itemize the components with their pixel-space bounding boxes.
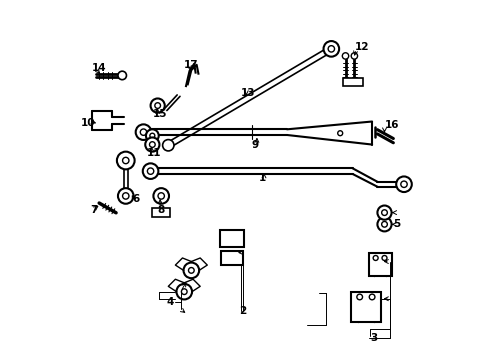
Bar bbox=[219, 230, 244, 247]
Circle shape bbox=[140, 129, 146, 135]
Circle shape bbox=[377, 206, 391, 220]
Circle shape bbox=[372, 256, 377, 260]
Circle shape bbox=[163, 140, 174, 151]
Text: 10: 10 bbox=[81, 118, 95, 128]
Circle shape bbox=[181, 289, 187, 294]
Circle shape bbox=[149, 133, 155, 138]
Circle shape bbox=[381, 221, 386, 227]
Circle shape bbox=[323, 41, 339, 57]
Circle shape bbox=[368, 294, 374, 300]
Circle shape bbox=[381, 210, 386, 215]
Circle shape bbox=[149, 142, 155, 147]
Text: 8: 8 bbox=[157, 205, 164, 215]
Circle shape bbox=[350, 53, 357, 59]
Circle shape bbox=[377, 217, 391, 231]
Text: 12: 12 bbox=[354, 42, 368, 52]
Circle shape bbox=[150, 99, 164, 113]
Bar bbox=[342, 78, 363, 86]
Circle shape bbox=[176, 284, 192, 300]
Text: 15: 15 bbox=[152, 109, 166, 120]
Circle shape bbox=[183, 262, 199, 278]
Text: 3: 3 bbox=[369, 333, 377, 343]
Circle shape bbox=[122, 157, 129, 164]
Bar bbox=[368, 253, 391, 276]
Circle shape bbox=[135, 124, 151, 140]
Circle shape bbox=[356, 294, 362, 300]
Circle shape bbox=[117, 152, 134, 169]
Circle shape bbox=[118, 188, 133, 204]
Circle shape bbox=[153, 188, 169, 204]
Circle shape bbox=[327, 46, 334, 52]
Text: 13: 13 bbox=[241, 88, 255, 98]
Text: 7: 7 bbox=[90, 205, 98, 215]
Circle shape bbox=[155, 103, 160, 108]
Circle shape bbox=[118, 71, 126, 80]
Text: 9: 9 bbox=[251, 140, 258, 149]
Circle shape bbox=[400, 181, 407, 188]
Circle shape bbox=[188, 267, 194, 273]
Bar bbox=[221, 251, 242, 265]
Text: 5: 5 bbox=[392, 219, 400, 229]
Text: 11: 11 bbox=[147, 148, 161, 158]
Text: 14: 14 bbox=[92, 63, 106, 73]
Text: 16: 16 bbox=[384, 120, 398, 130]
Circle shape bbox=[337, 131, 342, 136]
Text: 6: 6 bbox=[133, 194, 140, 204]
Text: 17: 17 bbox=[184, 60, 199, 70]
Text: 2: 2 bbox=[239, 306, 246, 316]
Circle shape bbox=[142, 163, 158, 179]
Circle shape bbox=[381, 256, 386, 260]
Circle shape bbox=[342, 53, 348, 59]
Circle shape bbox=[158, 193, 164, 199]
Circle shape bbox=[145, 138, 159, 152]
Circle shape bbox=[147, 168, 153, 174]
Circle shape bbox=[395, 176, 411, 192]
Bar bbox=[350, 292, 380, 322]
Bar bbox=[152, 208, 170, 217]
Text: 4: 4 bbox=[166, 297, 174, 307]
Text: 1: 1 bbox=[258, 173, 265, 183]
Circle shape bbox=[122, 193, 129, 199]
Circle shape bbox=[145, 129, 159, 142]
